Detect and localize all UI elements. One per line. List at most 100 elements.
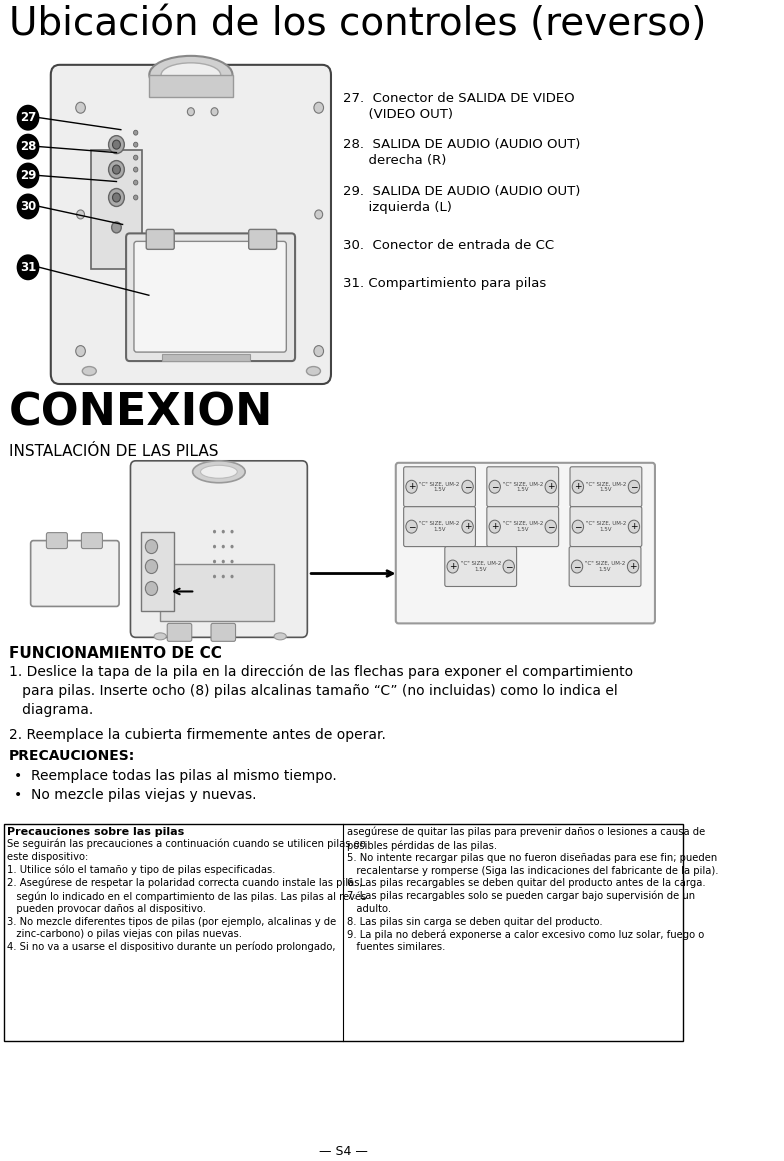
- Circle shape: [572, 481, 583, 493]
- Text: "C" SIZE, UM-2
1.5V: "C" SIZE, UM-2 1.5V: [585, 561, 625, 572]
- FancyBboxPatch shape: [134, 241, 286, 352]
- Circle shape: [406, 520, 417, 533]
- FancyBboxPatch shape: [249, 230, 277, 250]
- Text: +: +: [408, 482, 416, 491]
- Text: +: +: [547, 482, 554, 491]
- Text: Se seguirán las precauciones a continuación cuando se utilicen pilas en
este dis: Se seguirán las precauciones a continuac…: [7, 839, 366, 952]
- Text: 31. Compartimiento para pilas: 31. Compartimiento para pilas: [343, 277, 546, 290]
- Circle shape: [406, 481, 417, 493]
- Text: •  No mezcle pilas viejas y nuevas.: • No mezcle pilas viejas y nuevas.: [14, 788, 256, 802]
- FancyBboxPatch shape: [46, 533, 67, 549]
- Ellipse shape: [307, 367, 321, 375]
- Circle shape: [222, 529, 225, 533]
- Text: "C" SIZE, UM-2
1.5V: "C" SIZE, UM-2 1.5V: [419, 482, 459, 492]
- Text: 28: 28: [20, 140, 36, 153]
- Text: "C" SIZE, UM-2
1.5V: "C" SIZE, UM-2 1.5V: [419, 521, 459, 532]
- Circle shape: [222, 545, 225, 548]
- Circle shape: [76, 346, 85, 356]
- Text: 31: 31: [20, 261, 36, 274]
- Circle shape: [133, 142, 138, 147]
- FancyBboxPatch shape: [167, 623, 192, 641]
- FancyBboxPatch shape: [404, 506, 475, 547]
- Circle shape: [133, 167, 138, 172]
- Text: PRECAUCIONES:: PRECAUCIONES:: [9, 749, 135, 763]
- Ellipse shape: [193, 461, 245, 483]
- FancyBboxPatch shape: [487, 506, 559, 547]
- Ellipse shape: [82, 367, 96, 375]
- Text: −: −: [464, 482, 471, 491]
- Text: +: +: [491, 522, 499, 531]
- Text: +: +: [574, 482, 582, 491]
- Circle shape: [314, 346, 324, 356]
- Text: −: −: [630, 482, 637, 491]
- Text: Precauciones sobre las pilas: Precauciones sobre las pilas: [7, 827, 184, 837]
- Bar: [149, 74, 233, 96]
- Circle shape: [489, 520, 500, 533]
- Circle shape: [16, 254, 39, 280]
- Text: −: −: [547, 522, 554, 531]
- Text: — S4 —: — S4 —: [319, 1145, 368, 1158]
- Text: INSTALACIÓN DE LAS PILAS: INSTALACIÓN DE LAS PILAS: [9, 444, 218, 459]
- FancyBboxPatch shape: [404, 467, 475, 506]
- Circle shape: [213, 545, 216, 548]
- FancyBboxPatch shape: [82, 533, 103, 549]
- Bar: [3, 824, 683, 1041]
- Circle shape: [627, 560, 639, 574]
- Text: −: −: [573, 562, 581, 571]
- Circle shape: [16, 194, 39, 219]
- Text: 28.  SALIDA DE AUDIO (AUDIO OUT)
      derecha (R): 28. SALIDA DE AUDIO (AUDIO OUT) derecha …: [343, 138, 581, 167]
- Circle shape: [545, 520, 557, 533]
- FancyBboxPatch shape: [487, 467, 559, 506]
- Text: 29.  SALIDA DE AUDIO (AUDIO OUT)
      izquierda (L): 29. SALIDA DE AUDIO (AUDIO OUT) izquierd…: [343, 185, 581, 214]
- Circle shape: [145, 560, 158, 574]
- Bar: [141, 532, 174, 612]
- Circle shape: [230, 529, 234, 533]
- Ellipse shape: [201, 466, 238, 478]
- Text: −: −: [574, 522, 582, 531]
- Circle shape: [462, 520, 474, 533]
- Ellipse shape: [149, 56, 233, 94]
- Text: CONEXION: CONEXION: [9, 392, 273, 435]
- Circle shape: [108, 188, 125, 207]
- Bar: [91, 150, 142, 269]
- Circle shape: [111, 222, 122, 233]
- FancyBboxPatch shape: [31, 541, 119, 606]
- Text: "C" SIZE, UM-2
1.5V: "C" SIZE, UM-2 1.5V: [586, 521, 626, 532]
- Text: 27.  Conector de SALIDA DE VIDEO
      (VIDEO OUT): 27. Conector de SALIDA DE VIDEO (VIDEO O…: [343, 92, 575, 121]
- Circle shape: [230, 545, 234, 548]
- FancyBboxPatch shape: [130, 461, 307, 637]
- Text: 1. Deslice la tapa de la pila en la dirección de las flechas para exponer el com: 1. Deslice la tapa de la pila en la dire…: [9, 664, 633, 716]
- Circle shape: [108, 136, 125, 153]
- Ellipse shape: [161, 63, 220, 87]
- Circle shape: [545, 481, 557, 493]
- Text: −: −: [505, 562, 513, 571]
- FancyBboxPatch shape: [126, 233, 295, 361]
- FancyBboxPatch shape: [570, 506, 642, 547]
- Circle shape: [133, 195, 138, 200]
- Text: +: +: [449, 562, 456, 571]
- Circle shape: [628, 481, 640, 493]
- Circle shape: [213, 529, 216, 533]
- Circle shape: [572, 520, 583, 533]
- Circle shape: [230, 560, 234, 563]
- Circle shape: [16, 134, 39, 159]
- Text: "C" SIZE, UM-2
1.5V: "C" SIZE, UM-2 1.5V: [460, 561, 501, 572]
- Circle shape: [213, 560, 216, 563]
- Circle shape: [628, 520, 640, 533]
- Circle shape: [187, 108, 194, 116]
- Circle shape: [76, 102, 85, 114]
- Text: 27: 27: [20, 111, 36, 124]
- FancyBboxPatch shape: [569, 547, 641, 586]
- FancyBboxPatch shape: [211, 623, 235, 641]
- Text: −: −: [491, 482, 499, 491]
- Ellipse shape: [274, 633, 286, 640]
- Text: 30: 30: [20, 200, 36, 212]
- Circle shape: [315, 210, 323, 219]
- Circle shape: [133, 130, 138, 135]
- Circle shape: [503, 560, 514, 574]
- Circle shape: [113, 140, 121, 149]
- Circle shape: [145, 540, 158, 554]
- Circle shape: [222, 575, 225, 578]
- Text: 30.  Conector de entrada de CC: 30. Conector de entrada de CC: [343, 239, 554, 252]
- Text: Ubicación de los controles (reverso): Ubicación de los controles (reverso): [9, 5, 706, 43]
